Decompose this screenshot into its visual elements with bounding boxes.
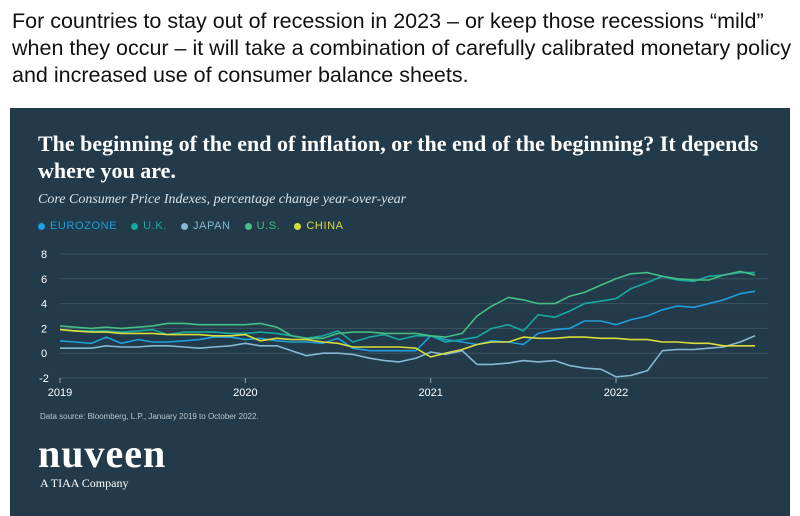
- legend-dot-eurozone: [38, 222, 45, 230]
- legend-dot-japan: [180, 222, 188, 230]
- x-tick-label: 2020: [233, 387, 257, 399]
- logo-tagline: A TIAA Company: [40, 476, 129, 490]
- y-tick-label: -2: [39, 373, 49, 385]
- x-tick-label: 2021: [418, 387, 442, 399]
- series-line-us: [59, 270, 756, 340]
- series-line-eurozone: [59, 290, 756, 352]
- nuveen-logo: nuveen: [38, 431, 167, 476]
- y-tick-label: 4: [41, 299, 47, 311]
- legend-label-uk: U.K.: [143, 220, 167, 232]
- x-tick-label: 2019: [48, 387, 72, 399]
- legend-label-eurozone: EUROZONE: [50, 220, 118, 232]
- legend-item-china: CHINA: [294, 220, 343, 232]
- legend-item-uk: U.K.: [131, 220, 167, 232]
- legend-item-japan: JAPAN: [180, 220, 231, 232]
- series-line-japan: [60, 335, 756, 378]
- source-note: Data source: Bloomberg, L.P., January 20…: [40, 412, 259, 421]
- line-chart: 8 6 4 2 0 -2 2019 2020 2021 2022: [39, 249, 768, 399]
- legend-label-japan: JAPAN: [192, 220, 231, 232]
- legend-label-china: CHINA: [306, 220, 344, 232]
- legend-dot-china: [294, 222, 302, 230]
- y-tick-label: 2: [41, 323, 47, 335]
- series-line-uk: [59, 271, 755, 343]
- chart-title: The beginning of the end of inflation, o…: [38, 131, 759, 183]
- legend-dot-us: [244, 222, 252, 230]
- legend-dot-uk: [131, 222, 139, 230]
- y-tick-label: 8: [41, 249, 47, 261]
- x-tick-label: 2022: [604, 387, 628, 399]
- chart-subtitle: Core Consumer Price Indexes, percentage …: [38, 192, 407, 207]
- chart-panel: The beginning of the end of inflation, o…: [10, 108, 790, 516]
- chart-legend: EUROZONE U.K. JAPAN U.S. CHINA: [38, 220, 344, 232]
- y-tick-label: 0: [41, 348, 47, 360]
- post-caption: For countries to stay out of recession i…: [12, 9, 792, 87]
- legend-item-eurozone: EUROZONE: [38, 220, 117, 232]
- y-tick-label: 6: [41, 274, 47, 286]
- series-line-china: [59, 328, 755, 358]
- legend-label-us: U.S.: [256, 220, 281, 232]
- legend-item-us: U.S.: [244, 220, 281, 232]
